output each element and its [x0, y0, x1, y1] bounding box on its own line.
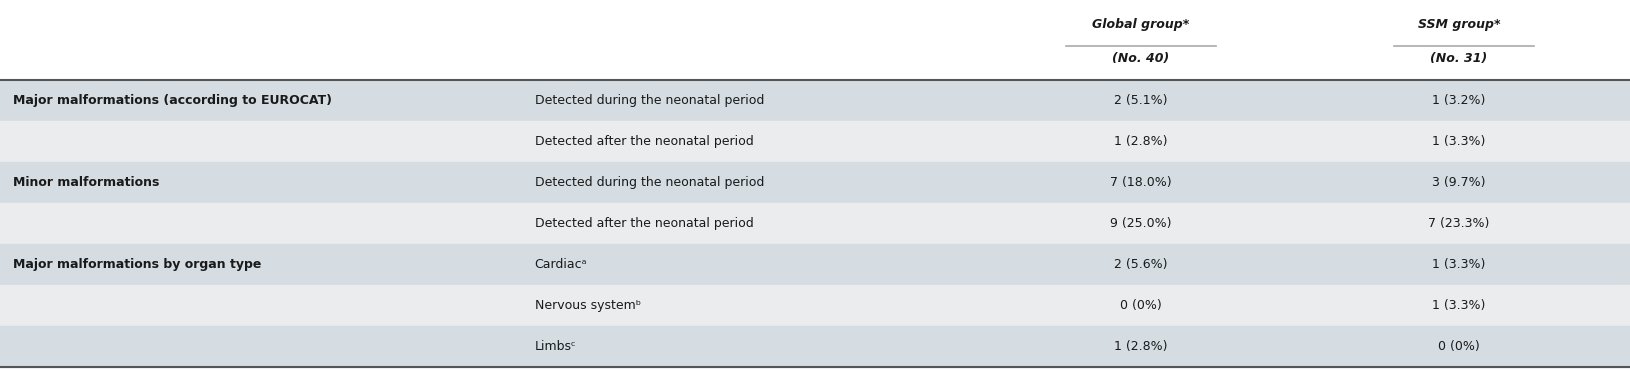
Text: 9 (25.0%): 9 (25.0%) [1110, 217, 1172, 230]
Text: Limbsᶜ: Limbsᶜ [535, 340, 577, 353]
Bar [0, 244, 1630, 285]
Text: Detected after the neonatal period: Detected after the neonatal period [535, 135, 753, 148]
Text: Major malformations by organ type: Major malformations by organ type [13, 258, 261, 271]
Text: 3 (9.7%): 3 (9.7%) [1433, 176, 1485, 189]
Text: Detected during the neonatal period: Detected during the neonatal period [535, 94, 764, 107]
Text: 7 (23.3%): 7 (23.3%) [1428, 217, 1490, 230]
Text: 1 (3.3%): 1 (3.3%) [1433, 299, 1485, 312]
Text: (No. 31): (No. 31) [1430, 52, 1488, 65]
Bar [0, 285, 1630, 326]
Text: Major malformations (according to EUROCAT): Major malformations (according to EUROCA… [13, 94, 333, 107]
Text: 1 (3.2%): 1 (3.2%) [1433, 94, 1485, 107]
Text: Minor malformations: Minor malformations [13, 176, 160, 189]
Text: (No. 40): (No. 40) [1112, 52, 1170, 65]
Text: 1 (2.8%): 1 (2.8%) [1115, 340, 1167, 353]
Text: 2 (5.1%): 2 (5.1%) [1115, 94, 1167, 107]
Bar [0, 80, 1630, 121]
Bar [0, 162, 1630, 203]
Text: 7 (18.0%): 7 (18.0%) [1110, 176, 1172, 189]
Bar [0, 326, 1630, 367]
Text: Nervous systemᵇ: Nervous systemᵇ [535, 299, 641, 312]
Bar [0, 121, 1630, 162]
Text: Detected during the neonatal period: Detected during the neonatal period [535, 176, 764, 189]
Text: 1 (3.3%): 1 (3.3%) [1433, 258, 1485, 271]
Bar [0, 203, 1630, 244]
Text: Global group*: Global group* [1092, 18, 1190, 31]
Text: 0 (0%): 0 (0%) [1438, 340, 1480, 353]
Bar [0, 0, 1630, 80]
Text: 1 (3.3%): 1 (3.3%) [1433, 135, 1485, 148]
Text: 2 (5.6%): 2 (5.6%) [1115, 258, 1167, 271]
Text: 0 (0%): 0 (0%) [1120, 299, 1162, 312]
Text: Cardiacᵃ: Cardiacᵃ [535, 258, 587, 271]
Text: 1 (2.8%): 1 (2.8%) [1115, 135, 1167, 148]
Text: SSM group*: SSM group* [1418, 18, 1500, 31]
Text: Detected after the neonatal period: Detected after the neonatal period [535, 217, 753, 230]
